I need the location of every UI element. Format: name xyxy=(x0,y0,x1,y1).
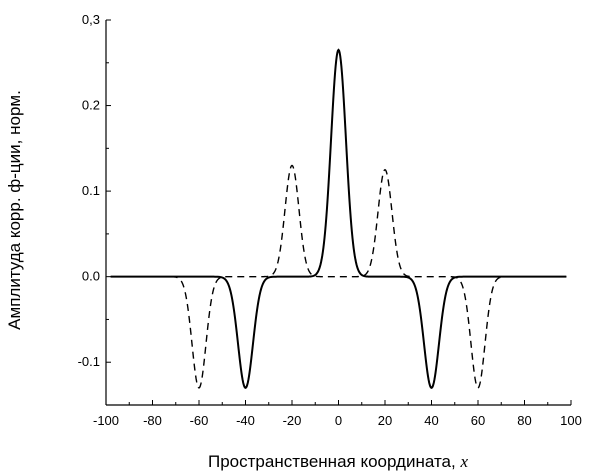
plot-area xyxy=(110,48,567,390)
x-tick-label: 20 xyxy=(378,413,392,428)
x-axis-title: Пространственная координата, x xyxy=(208,452,468,471)
x-tick-label: 80 xyxy=(517,413,531,428)
tick-labels: -100 -80 -60 -40 -20 0 20 40 60 80 100 -0.1 0.0 0.1 0.… xyxy=(78,12,582,428)
x-tick-label: -100 xyxy=(93,413,119,428)
y-tick-label: 0.0 xyxy=(82,269,100,284)
x-tick-label: 40 xyxy=(424,413,438,428)
y-tick-label: 0.2 xyxy=(82,98,100,113)
dashed-series-line xyxy=(110,164,567,389)
x-tick-label: -60 xyxy=(190,413,209,428)
x-tick-label: -20 xyxy=(283,413,302,428)
y-tick-label: -0.1 xyxy=(78,354,100,369)
x-tick-label: 0 xyxy=(335,413,342,428)
y-axis-title: Амплитуда корр. ф-ции, норм. xyxy=(5,90,24,330)
solid-series-line xyxy=(110,48,567,390)
x-tick-label: 100 xyxy=(560,413,582,428)
x-tick-label: -40 xyxy=(236,413,255,428)
axes xyxy=(105,19,572,406)
x-tick-label: 60 xyxy=(471,413,485,428)
y-tick-label: 0.1 xyxy=(82,183,100,198)
x-tick-label: -80 xyxy=(143,413,162,428)
y-tick-label: 0,3 xyxy=(82,12,100,27)
